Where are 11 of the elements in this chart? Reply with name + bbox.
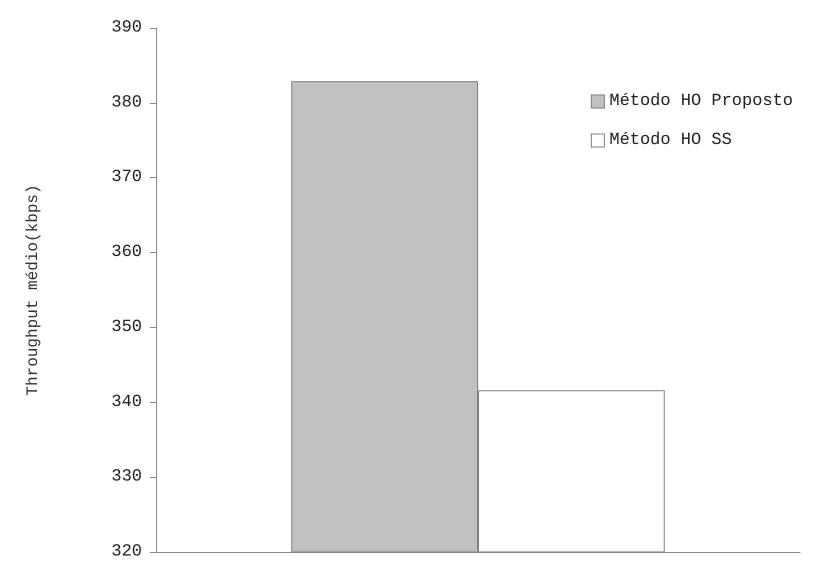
y-tick-label: 380 xyxy=(111,93,142,112)
legend-label: Método HO Proposto xyxy=(609,92,794,111)
y-tick-label: 350 xyxy=(111,318,142,337)
legend-label: Método HO SS xyxy=(609,131,732,150)
y-tick-label: 370 xyxy=(111,168,142,188)
y-tick-label: 340 xyxy=(111,392,142,412)
y-tick-label: 320 xyxy=(111,542,142,562)
y-axis-title: Throughput médio(kbps) xyxy=(24,184,42,396)
y-tick-label: 360 xyxy=(111,243,142,262)
y-tick-label: 390 xyxy=(111,18,142,38)
y-tick-label: 330 xyxy=(111,468,142,487)
